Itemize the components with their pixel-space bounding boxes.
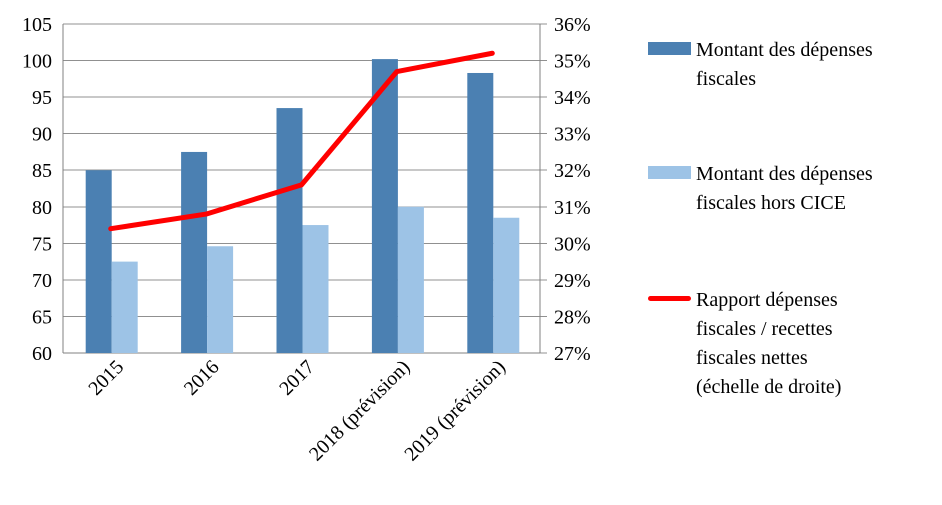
right-axis-tick-label: 32% [554, 160, 591, 182]
left-axis-tick-label: 65 [32, 306, 52, 328]
left-axis-tick-label: 95 [32, 87, 52, 109]
dual-axis-bar-line-chart: 60 27% 65 28% 70 29% 75 30% 80 31% 85 32% 90 33% 95 34%… [22, 14, 591, 465]
x-axis-category-label: 2018 (prévision) [305, 356, 414, 465]
left-axis-tick-label: 75 [32, 233, 52, 255]
legend-label: Montant des dépenses fiscales [696, 39, 873, 90]
right-axis-tick-label: 27% [554, 343, 591, 365]
bar-depenses-hors-cice [302, 225, 329, 353]
x-axis-category-label: 2015 [84, 356, 128, 400]
legend-label: Montant des dépenses fiscales hors CICE [696, 163, 873, 214]
right-axis-tick-label: 34% [554, 87, 591, 109]
bar-depenses-fiscales [467, 72, 494, 354]
bar-depenses-fiscales [371, 59, 398, 354]
bar-depenses-hors-cice [111, 261, 138, 353]
right-axis-tick-label: 33% [554, 124, 591, 146]
right-axis-tick-label: 30% [554, 233, 591, 255]
legend-item: Montant des dépenses fiscales hors CICE [648, 160, 873, 218]
left-axis-tick-label: 60 [32, 343, 52, 365]
line-rapport-depenses-recettes [108, 50, 495, 232]
chart-legend: Montant des dépenses fiscales Montant des… [648, 0, 940, 505]
legend-swatch-line [648, 296, 691, 301]
bar-depenses-hors-cice [397, 206, 424, 353]
legend-item: Montant des dépenses fiscales [648, 36, 873, 94]
legend-label: Rapport dépenses fiscales / recettes fis… [696, 289, 842, 398]
left-axis-tick-label: 85 [32, 160, 52, 182]
right-axis-tick-label: 36% [554, 14, 591, 36]
left-axis-tick-label: 105 [22, 14, 52, 36]
right-axis-tick-label: 29% [554, 270, 591, 292]
x-axis-category-label: 2017 [275, 356, 319, 400]
left-axis-tick-label: 90 [32, 124, 52, 146]
legend-item: Rapport dépenses fiscales / recettes fis… [648, 286, 841, 402]
legend-swatch-bar [648, 166, 691, 179]
x-axis-category-label: 2016 [180, 356, 224, 400]
left-axis-tick-label: 100 [22, 51, 52, 73]
left-axis-tick-label: 80 [32, 197, 52, 219]
right-axis-tick-label: 28% [554, 306, 591, 328]
bar-depenses-fiscales [276, 108, 303, 353]
bar-depenses-fiscales [85, 170, 112, 353]
x-axis-category-label: 2019 (prévision) [400, 356, 509, 465]
right-axis-tick-label: 31% [554, 197, 591, 219]
right-axis-tick-label: 35% [554, 51, 591, 73]
left-axis-tick-label: 70 [32, 270, 52, 292]
bar-depenses-hors-cice [493, 217, 520, 353]
bar-depenses-hors-cice [207, 246, 234, 353]
bar-depenses-fiscales [181, 151, 208, 353]
legend-swatch-bar [648, 42, 691, 55]
